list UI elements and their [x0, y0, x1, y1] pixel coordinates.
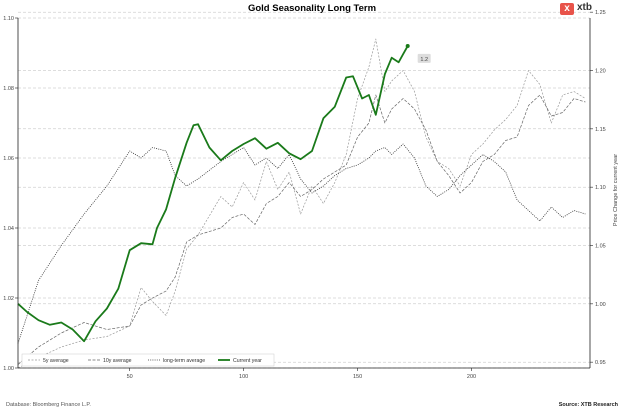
x-tick-label: 200 [467, 374, 476, 380]
x-tick-label: 150 [353, 374, 362, 380]
legend-label-4: Current year [233, 358, 262, 364]
legend-label-3: long-term average [163, 358, 205, 364]
y2-tick-label: 1.25 [595, 10, 606, 16]
chart-title: Gold Seasonality Long Term [248, 3, 376, 14]
series-end-point [405, 44, 410, 48]
x-tick-label: 100 [239, 374, 248, 380]
series-line-1 [17, 38, 586, 369]
y-tick-label: 1.06 [3, 156, 14, 162]
y-tick-label: 1.10 [3, 16, 14, 22]
series-line-4 [17, 45, 409, 343]
gridlines [18, 11, 590, 369]
y2-tick-label: 1.10 [595, 185, 606, 191]
brand-logo-mark: x [564, 3, 570, 14]
series-line-2 [17, 94, 586, 365]
brand-logo-text: xtb [577, 2, 592, 13]
y2-tick-label: 0.95 [595, 360, 606, 366]
y2-tick-label: 1.15 [595, 127, 606, 133]
axes: 1.00 1.02 1.04 1.06 1.08 1.10 0.95 1.00 1.05 1.10… [3, 10, 605, 380]
x-tick-label: 50 [127, 374, 133, 380]
annotation: 1.2 [417, 53, 431, 63]
y2-axis-label: Price Change for current year [613, 154, 619, 226]
brand-logo-icon [560, 3, 574, 15]
footer-database: Database: Bloomberg Finance L.P. [6, 402, 91, 408]
legend: 5y average 10y average long-term average Cu… [21, 353, 275, 367]
annotation-label: 1.2 [420, 57, 428, 63]
y-tick-label: 1.04 [3, 226, 14, 232]
y2-tick-label: 1.20 [595, 69, 606, 75]
legend-label-1: 5y average [43, 358, 69, 364]
y-tick-label: 1.08 [3, 86, 14, 92]
series-line-3 [17, 143, 586, 344]
series-lines [17, 38, 586, 369]
y-tick-label: 1.02 [3, 296, 14, 302]
y2-tick-label: 1.05 [595, 244, 606, 250]
y-tick-label: 1.00 [3, 366, 14, 372]
legend-label-2: 10y average [103, 358, 132, 364]
annotation-box [417, 53, 431, 63]
footer-source: Source: XTB Research [559, 402, 619, 408]
y2-tick-label: 1.00 [595, 302, 606, 308]
